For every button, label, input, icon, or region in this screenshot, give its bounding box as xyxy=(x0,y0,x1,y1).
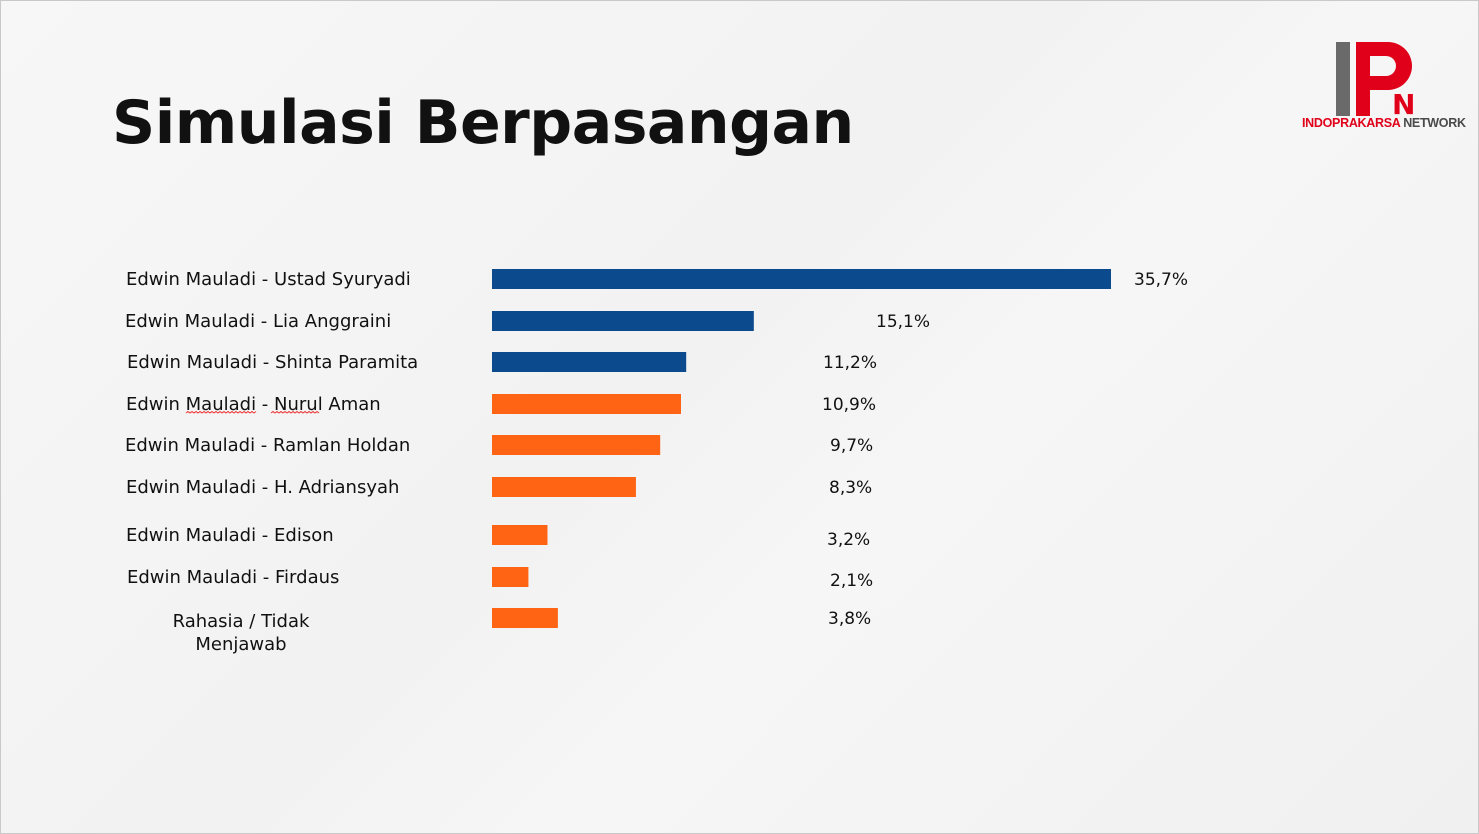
bar-1 xyxy=(492,269,1111,289)
category-label-4: Edwin Mauladi - Nurul Aman xyxy=(126,394,381,415)
slide-title: Simulasi Berpasangan xyxy=(112,88,854,158)
category-label-9: Rahasia / Tidak Menjawab xyxy=(173,611,310,655)
bar-3 xyxy=(492,352,687,372)
logo-wordmark: INDOPRAKARSA NETWORK xyxy=(1302,116,1466,130)
value-label-1: 35,7% xyxy=(1134,270,1188,290)
category-label-7: Edwin Mauladi - Edison xyxy=(126,525,334,546)
logo-mark-letter: N xyxy=(1392,88,1415,121)
category-label-5: Edwin Mauladi - Ramlan Holdan xyxy=(125,435,410,456)
bar-7 xyxy=(492,525,548,545)
value-label-8: 2,1% xyxy=(830,571,873,591)
spellcheck-underline-2 xyxy=(270,410,320,414)
value-label-4: 10,9% xyxy=(822,395,876,415)
bar-6 xyxy=(492,477,636,497)
category-label-8: Edwin Mauladi - Firdaus xyxy=(127,567,339,588)
value-label-6: 8,3% xyxy=(829,478,872,498)
category-label-2: Edwin Mauladi - Lia Anggraini xyxy=(125,311,391,332)
bar-9 xyxy=(492,608,558,628)
logo-wordmark-red: INDOPRAKARSA xyxy=(1302,116,1401,130)
indoprakarsa-logo: N xyxy=(1336,42,1415,121)
value-label-5: 9,7% xyxy=(830,436,873,456)
value-label-3: 11,2% xyxy=(823,353,877,373)
bar-5 xyxy=(492,435,661,455)
bar-2 xyxy=(492,311,754,331)
value-label-2: 15,1% xyxy=(876,312,930,332)
spellcheck-underline-1 xyxy=(185,410,257,414)
category-label-6: Edwin Mauladi - H. Adriansyah xyxy=(126,477,399,498)
logo-wordmark-dark: NETWORK xyxy=(1400,116,1466,130)
category-label-3: Edwin Mauladi - Shinta Paramita xyxy=(127,352,418,373)
value-label-9: 3,8% xyxy=(828,609,871,629)
bar-8 xyxy=(492,567,529,587)
category-label-1: Edwin Mauladi - Ustad Syuryadi xyxy=(126,269,411,290)
bar-4 xyxy=(492,394,681,414)
value-label-7: 3,2% xyxy=(827,530,870,550)
